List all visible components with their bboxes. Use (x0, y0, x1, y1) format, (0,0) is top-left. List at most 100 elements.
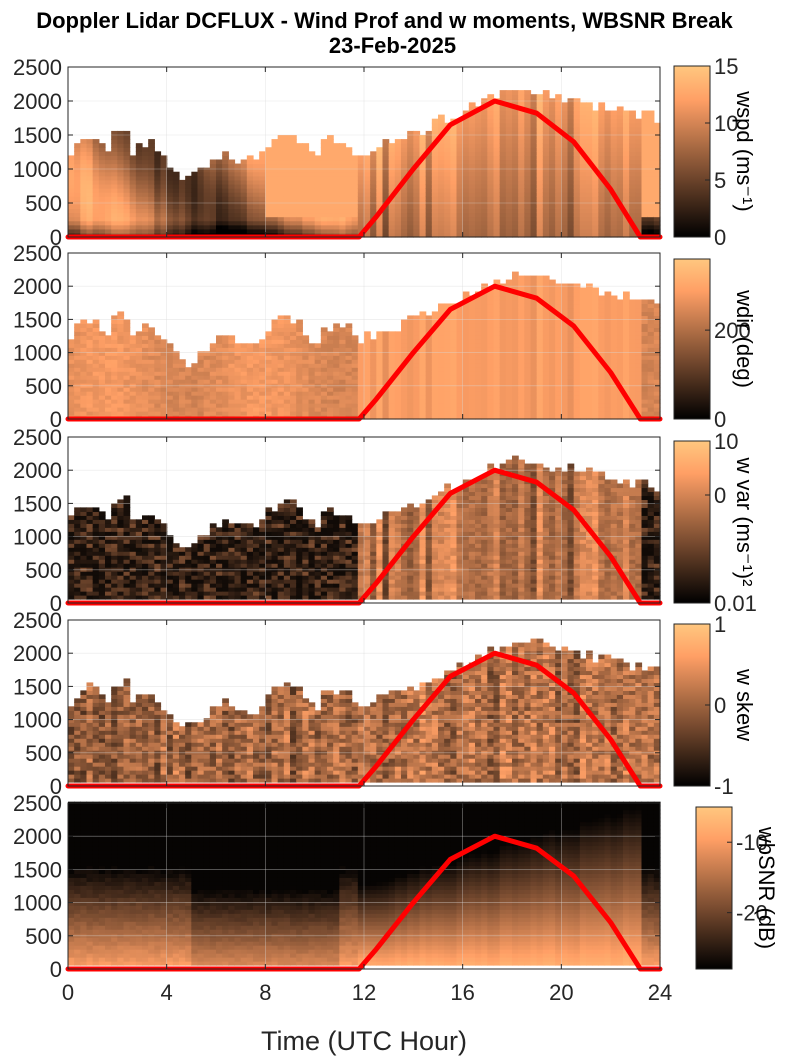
heatmap-cell (475, 212, 482, 218)
heatmap-cell (616, 327, 624, 332)
heatmap-cell (172, 179, 180, 185)
heatmap-cell (364, 200, 371, 205)
heatmap-cell (573, 171, 581, 177)
heatmap-cell (481, 114, 488, 120)
heatmap-cell (524, 367, 532, 372)
heatmap-cell (635, 335, 643, 340)
heatmap-cell (481, 347, 488, 352)
heatmap-cell (364, 379, 371, 384)
heatmap-cell (462, 335, 470, 340)
heatmap-cell (598, 303, 606, 309)
heatmap-cell (333, 196, 340, 201)
heatmap-cell (105, 179, 112, 185)
heatmap-cell (462, 175, 470, 181)
heatmap-cell (456, 122, 464, 128)
heatmap-cell (98, 179, 106, 185)
heatmap-cell (382, 371, 390, 376)
heatmap-cell (370, 391, 377, 396)
heatmap-cell (80, 351, 88, 356)
heatmap-cell (407, 224, 414, 230)
heatmap-cell (444, 323, 451, 328)
heatmap-cell (265, 151, 273, 156)
heatmap-cell (327, 403, 334, 408)
heatmap-cell (505, 307, 513, 313)
heatmap-cell (425, 212, 433, 218)
heatmap-cell (290, 192, 297, 197)
heatmap-cell (277, 179, 285, 185)
heatmap-cell (327, 159, 334, 165)
heatmap-cell (425, 371, 433, 376)
heatmap-cell (394, 143, 402, 148)
heatmap-cell (339, 147, 347, 152)
heatmap-cell (203, 359, 211, 364)
heatmap-cell (290, 147, 297, 152)
heatmap-cell (271, 216, 279, 222)
heatmap-cell (154, 200, 162, 205)
heatmap-cell (579, 375, 587, 380)
heatmap-cell (197, 399, 205, 404)
heatmap-cell (641, 171, 649, 177)
heatmap-cell (468, 126, 476, 132)
heatmap-cell (530, 114, 538, 120)
heatmap-cell (419, 391, 427, 396)
heatmap-cell (413, 327, 421, 332)
heatmap-cell (487, 379, 495, 384)
heatmap-cell (505, 228, 513, 234)
heatmap-cell (462, 212, 470, 218)
heatmap-cell (339, 331, 347, 336)
heatmap-cell (135, 143, 143, 148)
heatmap-cell (419, 188, 427, 193)
heatmap-cell (172, 208, 180, 214)
heatmap-cell (468, 167, 476, 173)
heatmap-cell (234, 204, 242, 210)
heatmap-cell (74, 395, 81, 400)
heatmap-cell (314, 196, 322, 201)
heatmap-cell (493, 175, 501, 181)
heatmap-cell (320, 143, 328, 148)
heatmap-cell (148, 167, 155, 173)
heatmap-cell (351, 208, 359, 214)
heatmap-cell (105, 155, 112, 161)
heatmap-cell (444, 196, 451, 201)
heatmap-cell (567, 411, 575, 416)
heatmap-cell (333, 379, 340, 384)
heatmap-cell (357, 179, 365, 185)
heatmap-cell (573, 175, 581, 181)
heatmap-cell (129, 188, 137, 193)
heatmap-cell (160, 188, 168, 193)
heatmap-cell (530, 335, 538, 340)
heatmap-cell (160, 228, 168, 234)
heatmap-cell (160, 339, 168, 344)
heatmap-cell (351, 347, 359, 352)
heatmap-cell (345, 208, 353, 214)
heatmap-cell (86, 339, 94, 344)
heatmap-cell (555, 228, 562, 234)
heatmap-cell (524, 183, 532, 189)
heatmap-cell (401, 387, 408, 392)
heatmap-cell (296, 220, 303, 226)
heatmap-cell (302, 179, 310, 185)
heatmap-cell (160, 183, 168, 189)
heatmap-cell (641, 220, 649, 226)
heatmap-cell (117, 135, 125, 140)
heatmap-cell (74, 196, 81, 201)
heatmap-cell (80, 147, 88, 152)
heatmap-cell (271, 212, 279, 218)
heatmap-cell (185, 371, 192, 376)
heatmap-cell (394, 339, 402, 344)
heatmap-cell (635, 387, 643, 392)
heatmap-cell (179, 228, 186, 234)
heatmap-cell (117, 212, 125, 218)
heatmap-cell (320, 347, 328, 352)
heatmap-cell (413, 175, 421, 181)
heatmap-cell (468, 232, 476, 238)
heatmap-cell (253, 351, 260, 356)
heatmap-cell (549, 228, 556, 234)
heatmap-cell (604, 399, 612, 404)
heatmap-cell (493, 159, 501, 165)
heatmap-cell (80, 363, 88, 368)
heatmap-cell (253, 403, 260, 408)
heatmap-cell (80, 163, 88, 169)
heatmap-cell (407, 159, 414, 165)
heatmap-cell (129, 411, 137, 416)
